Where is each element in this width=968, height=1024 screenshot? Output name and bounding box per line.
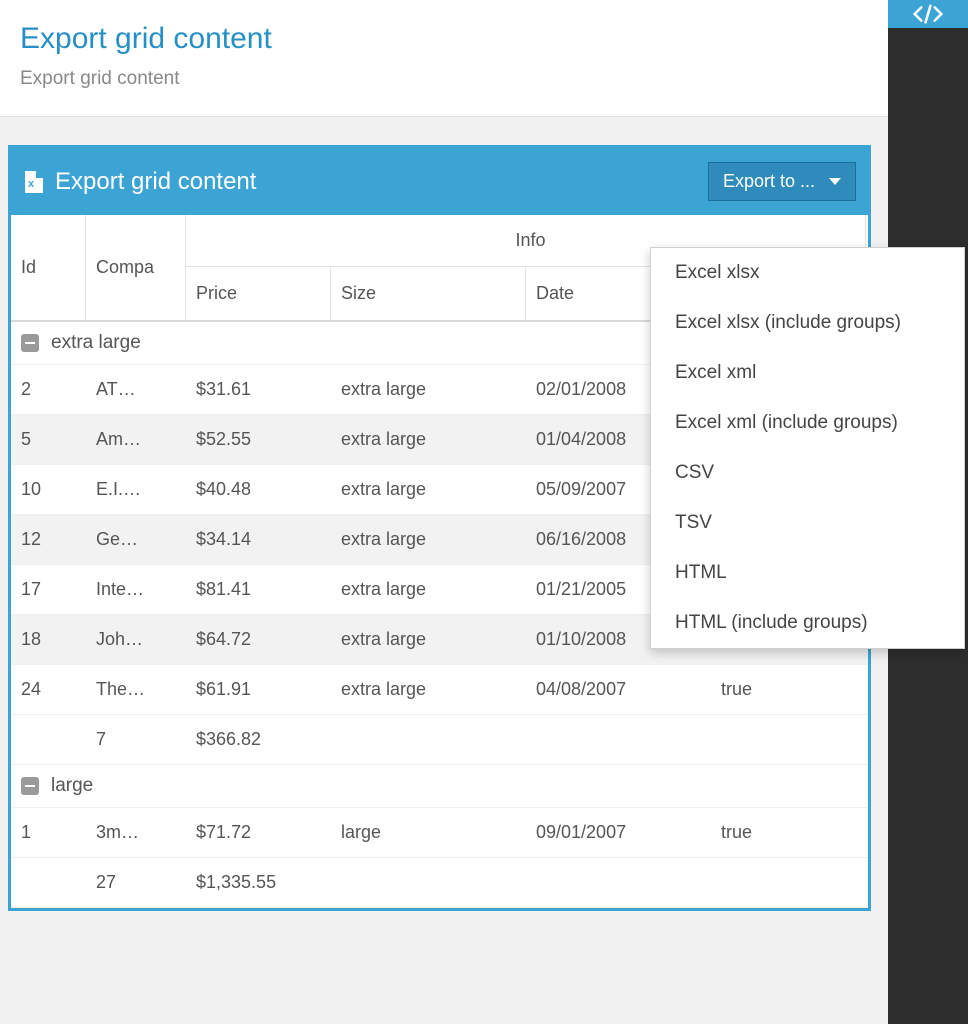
col-header-company[interactable]: Compa [86, 215, 186, 320]
cell-id: 10 [11, 465, 86, 514]
cell-size: extra large [331, 565, 526, 614]
code-tab[interactable] [888, 0, 968, 28]
cell-id: 24 [11, 665, 86, 714]
export-to-button-label: Export to ... [723, 171, 815, 192]
group-summary-row: 27$1,335.55 [11, 858, 868, 908]
collapse-icon[interactable] [21, 777, 39, 795]
cell-size: extra large [331, 465, 526, 514]
page-title: Export grid content [20, 22, 948, 56]
col-header-id[interactable]: Id [11, 215, 86, 320]
group-label: large [51, 775, 93, 797]
export-menu-item[interactable]: Excel xlsx [651, 248, 964, 298]
export-menu-item[interactable]: Excel xlsx (include groups) [651, 298, 964, 348]
cell-price: $52.55 [186, 415, 331, 464]
export-menu-item[interactable]: Excel xml [651, 348, 964, 398]
cell-price: $81.41 [186, 565, 331, 614]
table-row[interactable]: 13m…$71.72large09/01/2007true [11, 808, 868, 858]
cell-id: 1 [11, 808, 86, 857]
cell-company: Am… [86, 415, 186, 464]
cell-date: 04/08/2007 [526, 665, 711, 714]
summary-count: 7 [86, 715, 186, 764]
cell-company: AT… [86, 365, 186, 414]
cell-price: $64.72 [186, 615, 331, 664]
export-to-button[interactable]: Export to ... [708, 162, 856, 201]
summary-total: $1,335.55 [186, 858, 331, 907]
cell-company: Inte… [86, 565, 186, 614]
summary-total: $366.82 [186, 715, 331, 764]
code-icon [911, 4, 945, 24]
cell-size: extra large [331, 415, 526, 464]
cell-company: Ge… [86, 515, 186, 564]
cell-id: 17 [11, 565, 86, 614]
cell-size: extra large [331, 665, 526, 714]
cell-company: 3m… [86, 808, 186, 857]
cell-company: Joh… [86, 615, 186, 664]
collapse-icon[interactable] [21, 334, 39, 352]
cell-price: $40.48 [186, 465, 331, 514]
cell-company: The… [86, 665, 186, 714]
col-header-size[interactable]: Size [331, 267, 526, 320]
cell-id: 12 [11, 515, 86, 564]
chevron-down-icon [829, 178, 841, 185]
cell-size: large [331, 808, 526, 857]
export-menu-item[interactable]: HTML [651, 548, 964, 598]
cell-visible: true [711, 808, 866, 857]
cell-price: $61.91 [186, 665, 331, 714]
cell-size: extra large [331, 365, 526, 414]
col-header-price[interactable]: Price [186, 267, 331, 320]
page-header: Export grid content Export grid content [0, 0, 968, 117]
cell-visible: true [711, 665, 866, 714]
export-menu-item[interactable]: CSV [651, 448, 964, 498]
export-menu-item[interactable]: Excel xml (include groups) [651, 398, 964, 448]
export-menu-item[interactable]: TSV [651, 498, 964, 548]
panel-header: Export grid content Export to ... [11, 148, 868, 215]
export-dropdown-menu: Excel xlsxExcel xlsx (include groups)Exc… [650, 247, 965, 649]
cell-price: $31.61 [186, 365, 331, 414]
table-row[interactable]: 24The…$61.91extra large04/08/2007true [11, 665, 868, 715]
cell-size: extra large [331, 515, 526, 564]
export-menu-item[interactable]: HTML (include groups) [651, 598, 964, 648]
cell-id: 18 [11, 615, 86, 664]
group-header-row[interactable]: large [11, 765, 868, 808]
cell-id: 5 [11, 415, 86, 464]
cell-price: $34.14 [186, 515, 331, 564]
excel-doc-icon [25, 171, 43, 193]
page-subtitle: Export grid content [20, 68, 948, 90]
cell-date: 09/01/2007 [526, 808, 711, 857]
panel-title: Export grid content [55, 168, 256, 196]
cell-company: E.I.… [86, 465, 186, 514]
cell-price: $71.72 [186, 808, 331, 857]
summary-count: 27 [86, 858, 186, 907]
cell-size: extra large [331, 615, 526, 664]
group-summary-row: 7$366.82 [11, 715, 868, 765]
cell-id: 2 [11, 365, 86, 414]
group-label: extra large [51, 332, 141, 354]
